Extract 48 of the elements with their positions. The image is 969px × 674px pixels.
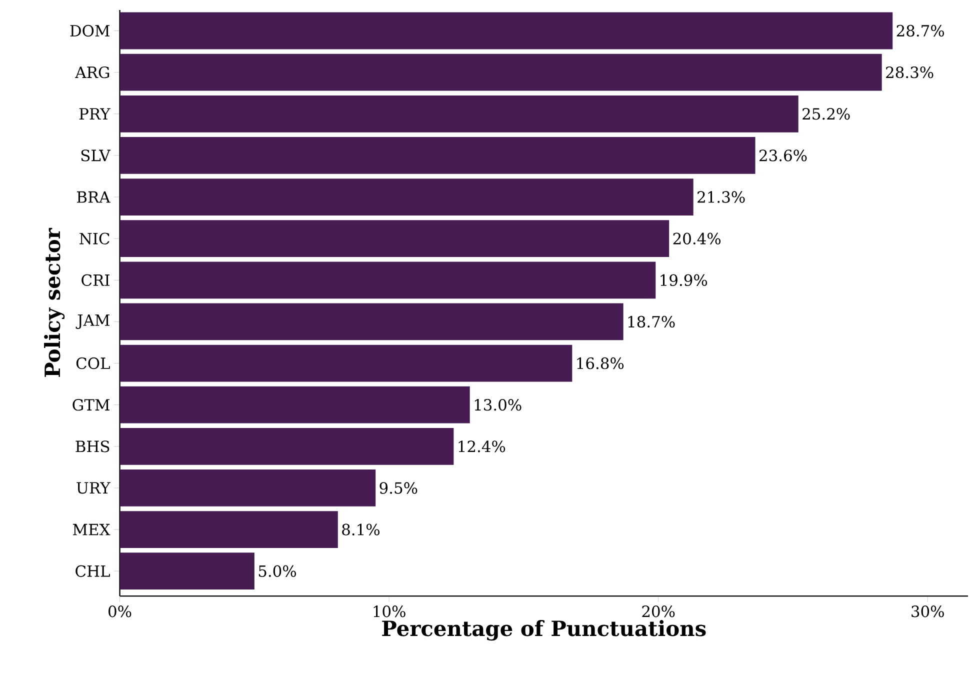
data-label: 16.8% (577, 358, 624, 370)
y-tick-label: MEX (72, 524, 110, 536)
bar (120, 428, 454, 465)
bar (120, 262, 656, 299)
x-tick-label: 20% (642, 606, 675, 618)
data-label: 23.6% (760, 150, 807, 162)
data-label: 19.9% (660, 274, 708, 286)
data-label: 18.7% (628, 316, 675, 328)
y-tick-label: NIC (80, 232, 110, 245)
data-label: 28.3% (886, 66, 934, 78)
bar (120, 552, 254, 590)
bar (120, 178, 694, 216)
y-tick-label: BHS (76, 440, 110, 452)
bar (120, 12, 893, 50)
x-tick-label: 10% (374, 606, 406, 618)
y-tick-label: BRA (77, 191, 110, 203)
data-label: 13.0% (474, 399, 522, 411)
bar (120, 303, 624, 340)
bar (120, 386, 470, 424)
data-label: 5.0% (258, 565, 296, 578)
y-tick-label: CHL (76, 565, 110, 578)
data-label: 20.4% (673, 232, 721, 245)
y-tick-label: COL (76, 358, 110, 370)
y-tick-label: GTM (72, 399, 110, 411)
bar (120, 137, 756, 174)
data-label: 12.4% (458, 440, 506, 452)
data-label: 9.5% (380, 482, 418, 494)
y-tick-label: PRY (79, 108, 110, 120)
data-label: 25.2% (802, 108, 850, 120)
bar (120, 54, 882, 91)
x-tick-label: 0% (108, 606, 132, 618)
bar (120, 511, 338, 548)
x-axis-title: Percentage of Punctuations (382, 620, 706, 641)
y-tick-label: DOM (70, 25, 110, 37)
y-axis-title: Policy sector (44, 228, 65, 378)
bar (120, 96, 798, 132)
y-tick-label: ARG (75, 66, 110, 78)
bar (120, 470, 376, 507)
y-tick-label: JAM (76, 314, 110, 330)
y-tick-label: URY (76, 482, 110, 494)
bar (120, 344, 572, 382)
data-label: 8.1% (342, 524, 380, 536)
data-label: 21.3% (698, 191, 745, 203)
data-label: 28.7% (896, 25, 944, 37)
y-tick-label: CRI (82, 274, 110, 286)
y-tick-label: SLV (81, 150, 111, 162)
x-tick-label: 30% (912, 606, 944, 618)
bar (120, 220, 670, 258)
